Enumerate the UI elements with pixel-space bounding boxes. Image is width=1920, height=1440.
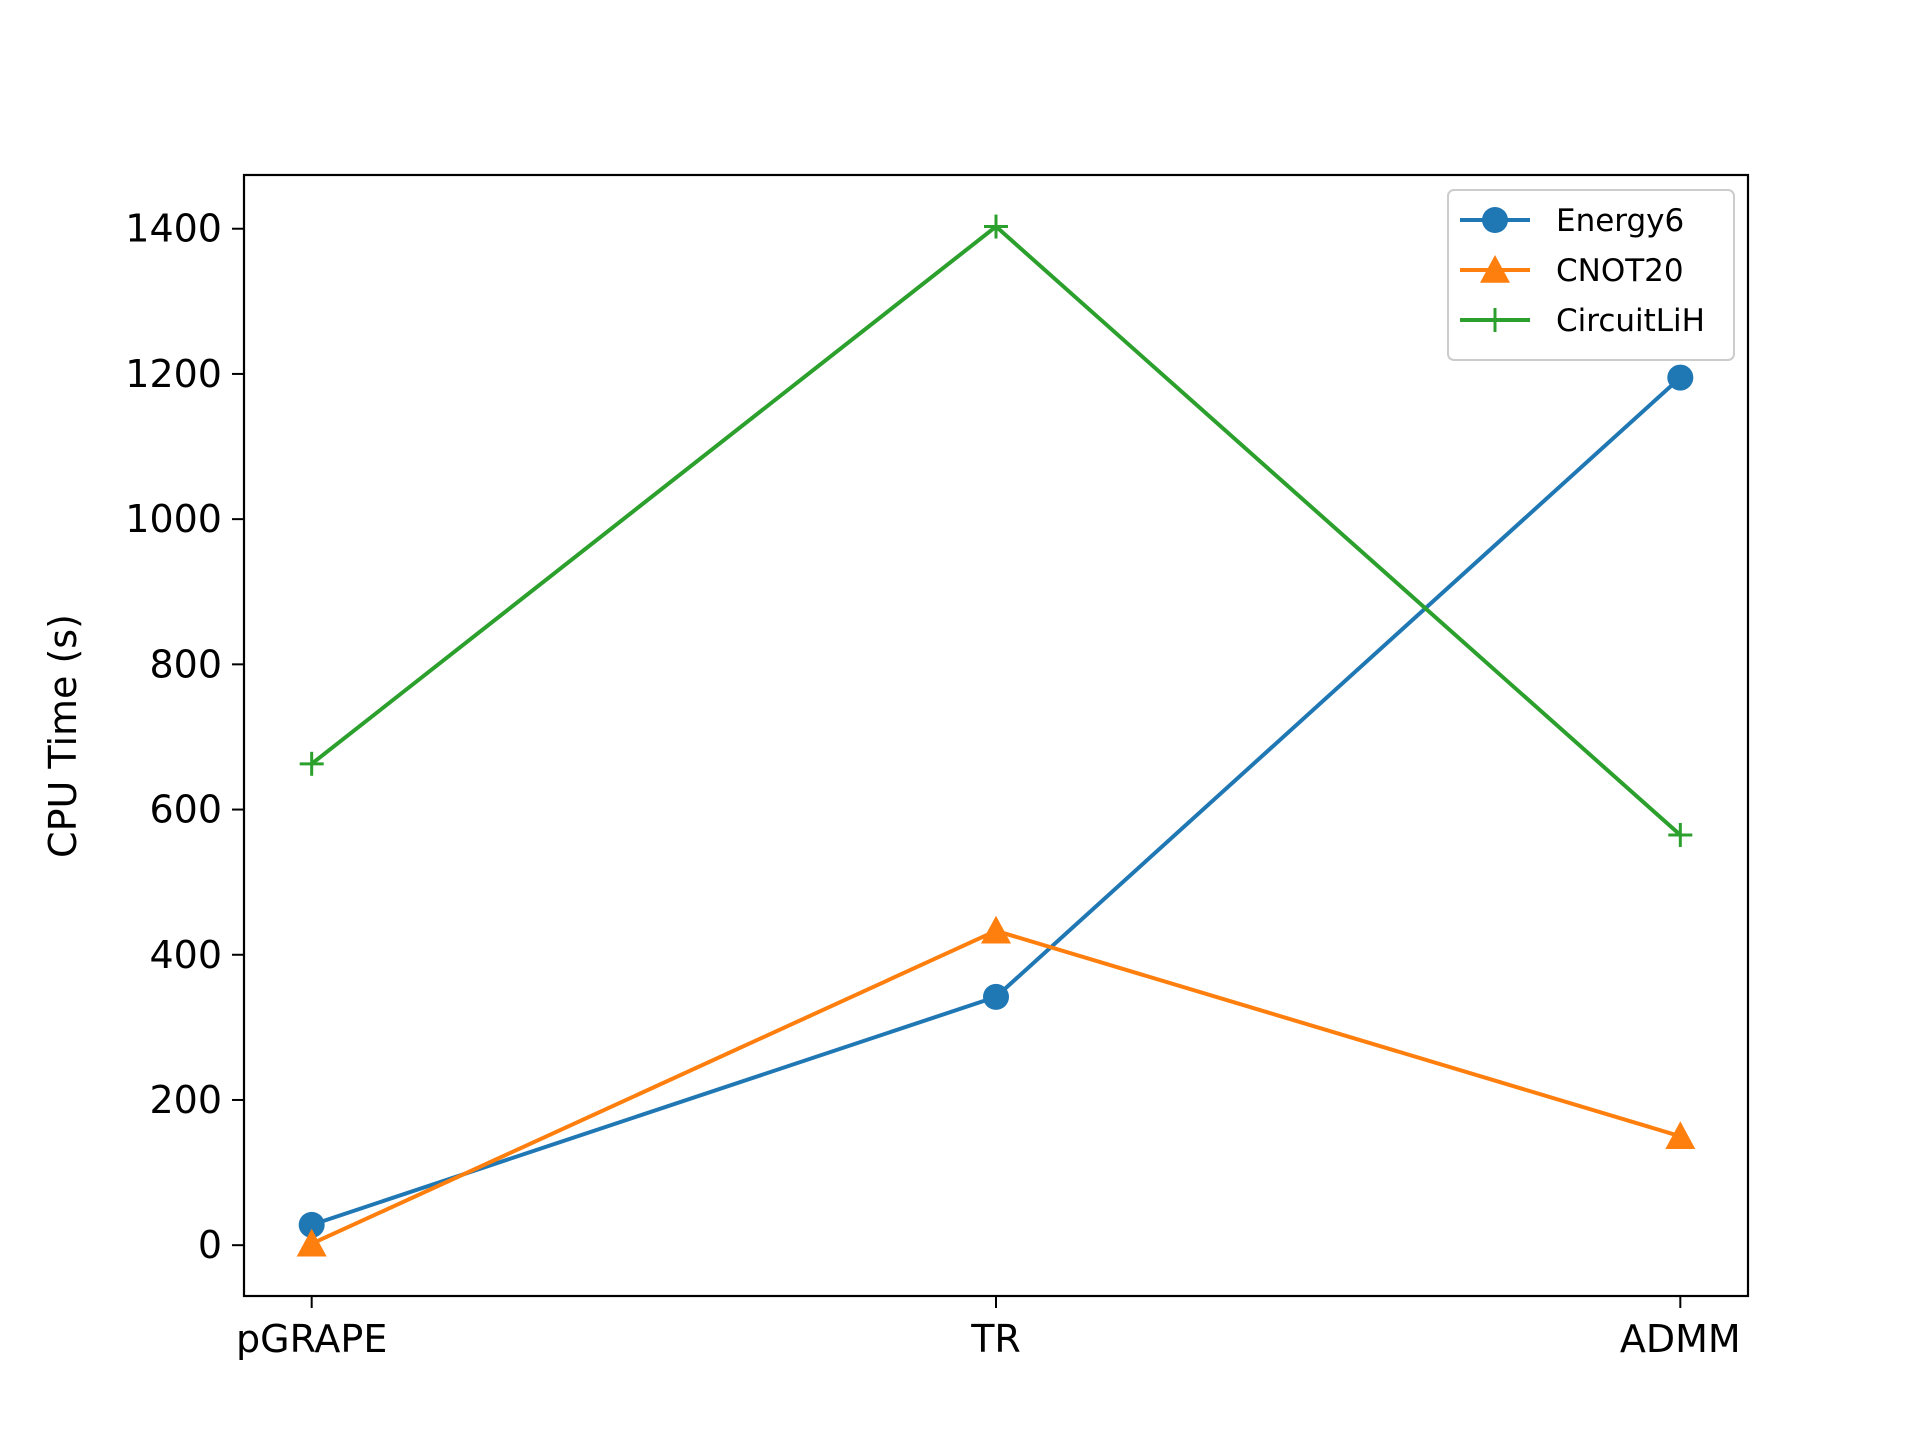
- data-point-CNOT20: [296, 1228, 327, 1257]
- y-axis-label: CPU Time (s): [41, 614, 85, 858]
- data-point-CNOT20: [981, 915, 1011, 944]
- data-point-CircuitLiH: [984, 214, 1008, 239]
- data-point-CircuitLiH: [299, 751, 324, 776]
- y-tick-label: 600: [149, 788, 222, 832]
- y-tick-label: 400: [149, 933, 222, 977]
- data-point-CNOT20: [1665, 1121, 1696, 1150]
- data-point-Energy6: [983, 983, 1009, 1010]
- legend-box: [1447, 189, 1735, 361]
- legend-label-CircuitLiH: CircuitLiH: [1556, 303, 1705, 339]
- y-tick-label: 1400: [125, 207, 222, 251]
- y-tick-label: 0: [198, 1223, 222, 1267]
- x-axis: pGRAPE TR ADMM: [236, 1296, 1741, 1361]
- series-layer: [296, 214, 1696, 1257]
- legend-marker-Energy6: [1482, 207, 1508, 233]
- y-tick-label: 200: [149, 1078, 222, 1122]
- plot-area: [244, 175, 1748, 1296]
- data-point-CircuitLiH: [1668, 822, 1693, 847]
- y-tick-label: 1000: [125, 497, 222, 541]
- x-tick-label: TR: [970, 1317, 1021, 1361]
- y-tick-label: 1200: [125, 352, 222, 396]
- x-tick-label: ADMM: [1620, 1317, 1741, 1361]
- x-tick-label: pGRAPE: [236, 1317, 387, 1361]
- legend-marker-CNOT20: [1480, 255, 1510, 283]
- legend-label-Energy6: Energy6: [1556, 203, 1684, 239]
- y-axis: 0 200 400 600 800 1000 1200 1400: [125, 207, 244, 1267]
- data-point-Energy6: [298, 1211, 325, 1238]
- legend-marker-CircuitLiH: [1483, 308, 1507, 332]
- legend-label-CNOT20: CNOT20: [1556, 253, 1684, 289]
- y-tick-label: 800: [149, 642, 222, 686]
- data-point-Energy6: [1667, 364, 1694, 391]
- legend: Energy6 CNOT20 CircuitLiH: [1447, 189, 1735, 361]
